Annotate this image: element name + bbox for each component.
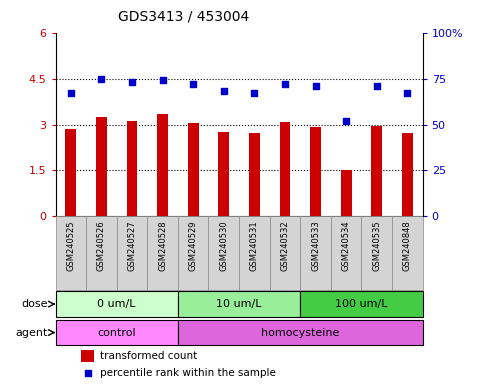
Point (312, 83, 319, 89)
Bar (218, 132, 229, 217)
Bar (188, 123, 199, 217)
Point (159, 77, 167, 83)
Bar (341, 170, 352, 217)
Text: agent: agent (16, 328, 48, 338)
Bar (86, 217, 117, 290)
Text: GSM240531: GSM240531 (250, 220, 259, 271)
Text: GDS3413 / 453004: GDS3413 / 453004 (118, 10, 249, 23)
Point (251, 90, 258, 96)
Point (403, 90, 411, 96)
Text: transformed count: transformed count (99, 351, 197, 361)
Bar (331, 217, 361, 290)
Bar (270, 217, 300, 290)
Bar (56, 320, 178, 345)
Point (98, 76, 105, 82)
Text: GSM240527: GSM240527 (128, 220, 137, 271)
Bar (402, 133, 412, 217)
Point (67, 90, 75, 96)
Text: GSM240530: GSM240530 (219, 220, 228, 271)
Bar (239, 217, 270, 290)
Point (84, 370, 92, 376)
Bar (127, 121, 137, 217)
Text: percentile rank within the sample: percentile rank within the sample (99, 368, 275, 378)
Bar (249, 133, 260, 217)
Bar (371, 126, 382, 217)
Bar (56, 291, 178, 317)
Point (220, 88, 227, 94)
Point (281, 81, 289, 87)
Bar (310, 127, 321, 217)
Text: GSM240534: GSM240534 (341, 220, 351, 271)
Bar (280, 122, 290, 217)
Text: 100 um/L: 100 um/L (335, 299, 388, 309)
Text: homocysteine: homocysteine (261, 328, 340, 338)
Bar (81, 350, 94, 362)
Text: GSM240848: GSM240848 (403, 220, 412, 271)
Text: dose: dose (22, 299, 48, 309)
Text: GSM240528: GSM240528 (158, 220, 167, 271)
Bar (178, 217, 209, 290)
Text: GSM240525: GSM240525 (66, 220, 75, 271)
Point (342, 118, 350, 124)
Bar (66, 129, 76, 217)
Bar (300, 217, 331, 290)
Text: GSM240532: GSM240532 (281, 220, 289, 271)
Point (128, 79, 136, 85)
Bar (361, 217, 392, 290)
Bar (178, 291, 300, 317)
Text: control: control (98, 328, 136, 338)
Bar (96, 117, 107, 217)
Point (373, 83, 381, 89)
Bar (392, 217, 423, 290)
Bar (56, 217, 86, 290)
Text: GSM240526: GSM240526 (97, 220, 106, 271)
Bar (117, 217, 147, 290)
Bar (178, 320, 423, 345)
Text: GSM240535: GSM240535 (372, 220, 381, 271)
Bar (147, 217, 178, 290)
Text: GSM240529: GSM240529 (189, 220, 198, 271)
Text: GSM240533: GSM240533 (311, 220, 320, 271)
Bar (300, 291, 423, 317)
Text: 0 um/L: 0 um/L (98, 299, 136, 309)
Text: 10 um/L: 10 um/L (216, 299, 262, 309)
Bar (209, 217, 239, 290)
Point (189, 81, 197, 87)
Bar (157, 114, 168, 217)
